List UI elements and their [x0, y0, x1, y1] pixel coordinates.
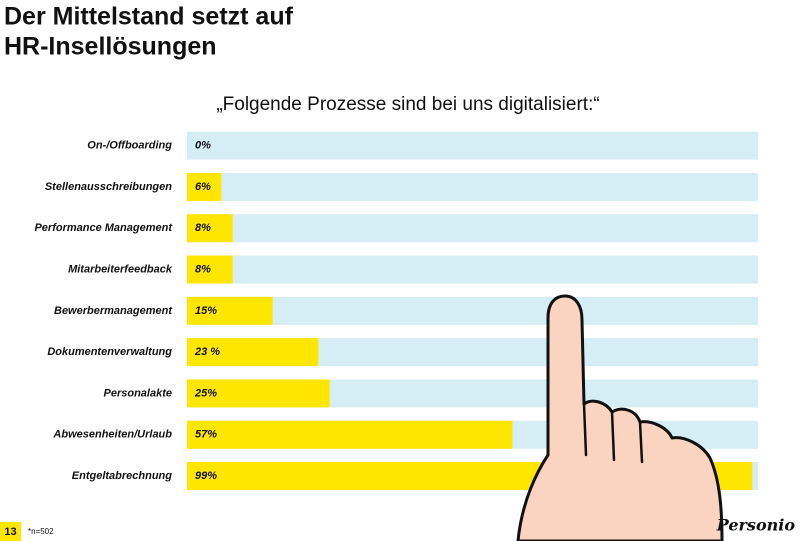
category-label: Mitarbeiterfeedback [68, 263, 173, 275]
hand-illustration [516, 294, 724, 541]
bar [187, 379, 330, 408]
category-label: Stellenausschreibungen [45, 181, 172, 193]
page-number-box [0, 522, 21, 541]
chart-subtitle: „Folgende Prozesse sind bei uns digitali… [216, 94, 599, 115]
footnote: *n=502 [28, 527, 54, 536]
category-label: Dokumentenverwaltung [47, 346, 172, 358]
bar-track [187, 214, 758, 243]
bar [187, 296, 273, 325]
bar [187, 338, 319, 367]
logo: Personio [716, 516, 796, 535]
value-label: 25% [194, 387, 217, 399]
chart-title: HR-Insellösungen [4, 33, 217, 61]
finger-lines [582, 402, 644, 464]
page-number: 13 [4, 526, 16, 538]
chart-title: Der Mittelstand setzt auf [4, 3, 294, 31]
value-label: 8% [195, 263, 211, 275]
category-label: Abwesenheiten/Urlaub [52, 429, 172, 441]
bar [187, 214, 233, 243]
category-label: Performance Management [34, 222, 173, 234]
category-label: Entgeltabrechnung [72, 470, 173, 482]
value-label: 23 % [194, 346, 220, 358]
category-label: On-/Offboarding [87, 140, 172, 152]
value-label: 0% [195, 140, 211, 152]
category-label: Personalakte [104, 387, 172, 399]
bar-track [187, 255, 758, 284]
bar [187, 255, 233, 284]
bar [187, 420, 513, 449]
category-label: Bewerbermanagement [54, 305, 173, 317]
value-label: 15% [195, 305, 217, 317]
value-label: 57% [195, 429, 217, 441]
value-label: 6% [195, 181, 211, 193]
value-label: 8% [195, 222, 211, 234]
bar-track [187, 172, 758, 201]
value-label: 99% [195, 470, 217, 482]
bar-track [187, 131, 758, 160]
bar [187, 172, 222, 201]
bar-track [187, 296, 758, 325]
